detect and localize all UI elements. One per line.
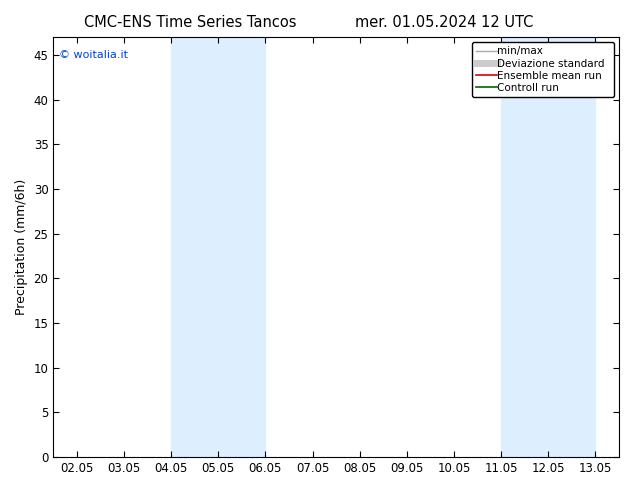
Text: mer. 01.05.2024 12 UTC: mer. 01.05.2024 12 UTC (354, 15, 533, 30)
Text: © woitalia.it: © woitalia.it (59, 49, 128, 60)
Bar (501, 37, 595, 457)
Bar (171, 37, 266, 457)
Text: CMC-ENS Time Series Tancos: CMC-ENS Time Series Tancos (84, 15, 297, 30)
Y-axis label: Precipitation (mm/6h): Precipitation (mm/6h) (15, 179, 28, 315)
Legend: min/max, Deviazione standard, Ensemble mean run, Controll run: min/max, Deviazione standard, Ensemble m… (472, 42, 614, 97)
